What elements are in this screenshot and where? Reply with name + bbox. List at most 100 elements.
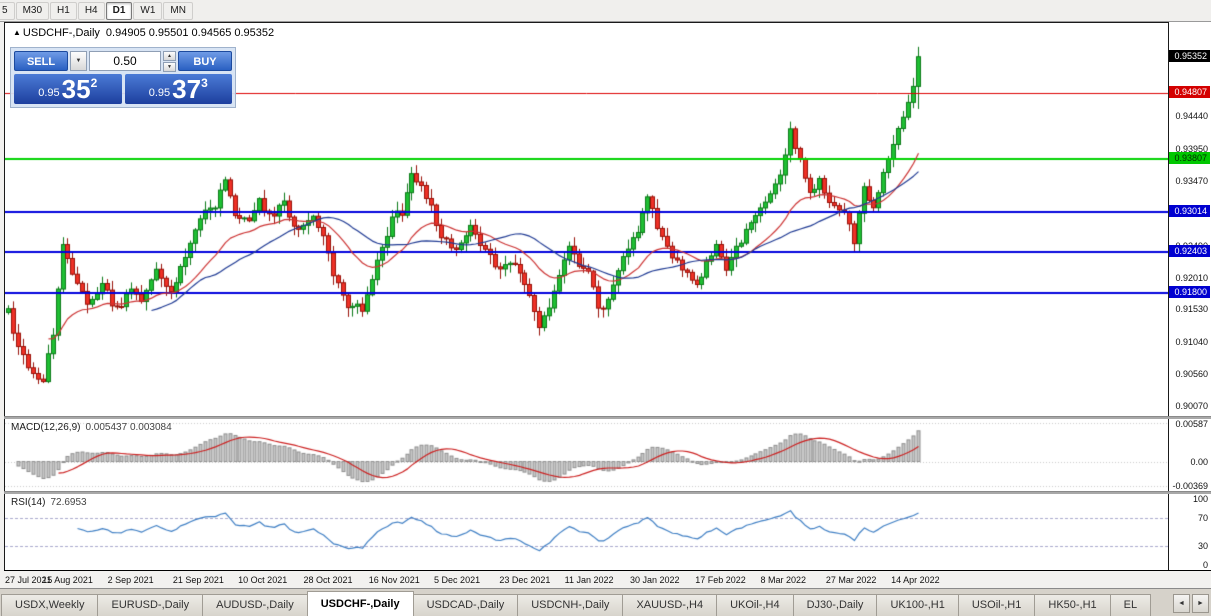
price-badge: 0.95352 (1169, 49, 1210, 62)
rsi-canvas[interactable] (5, 494, 1168, 570)
macd-axis-label: -0.00369 (1172, 480, 1208, 491)
chart-title: ▲ USDCHF-,Daily 0.94905 0.95501 0.94565 0.… (13, 27, 274, 39)
chart-tab-eurusddaily[interactable]: EURUSD-,Daily (97, 594, 204, 616)
pane-splitter-macd[interactable] (4, 416, 1211, 419)
price-badge: 0.93014 (1169, 204, 1210, 217)
price-tick: 0.93950 (1175, 143, 1208, 154)
chart-tab-ukoilh4[interactable]: UKOil-,H4 (716, 594, 794, 616)
rsi-axis[interactable]: 100 70 30 0 (1169, 494, 1211, 570)
price-tick: 0.92010 (1175, 272, 1208, 283)
rsi-axis-label: 30 (1197, 540, 1208, 551)
lot-size-input[interactable] (89, 51, 161, 71)
rsi-axis-label: 70 (1197, 513, 1208, 524)
chart-tab-el[interactable]: EL (1109, 594, 1152, 616)
main-pane-row: ▲ USDCHF-,Daily 0.94905 0.95501 0.94565 0.… (4, 22, 1211, 416)
date-tick-label: 15 Aug 2021 (42, 575, 93, 585)
macd-pane-row: MACD(12,26,9) 0.005437 0.003084 0.00587 0.… (4, 419, 1211, 491)
rsi-pane: RSI(14) 72.6953 (4, 494, 1169, 570)
macd-axis[interactable]: 0.00587 0.00 -0.00369 (1169, 419, 1211, 491)
price-badge: 0.92403 (1169, 245, 1210, 258)
price-badge: 0.91800 (1169, 285, 1210, 298)
macd-axis-label: 0.00 (1190, 456, 1208, 467)
timeframe-button-mn[interactable]: MN (163, 1, 193, 20)
rsi-axis-label: 0 (1202, 560, 1208, 570)
buy-price-display[interactable]: 0.95 37 3 (124, 74, 232, 104)
axis-corner (1168, 571, 1211, 588)
rsi-axis-label: 100 (1192, 494, 1208, 504)
trade-controls-row: SELL ▼ ▲ ▼ BUY (14, 51, 232, 72)
buy-price-prefix: 0.95 (148, 87, 171, 99)
buy-button[interactable]: BUY (178, 51, 232, 71)
chart-tab-hk50h1[interactable]: HK50-,H1 (1034, 594, 1111, 616)
sell-price-fraction: 2 (90, 76, 98, 90)
chart-tab-usdxweekly[interactable]: USDX,Weekly (1, 594, 99, 616)
macd-axis-label: 0.00587 (1175, 419, 1208, 429)
sell-price-pips: 35 (61, 74, 91, 104)
rsi-label: RSI(14) (11, 497, 46, 508)
chart-panes: ▲ USDCHF-,Daily 0.94905 0.95501 0.94565 0.… (4, 22, 1211, 571)
chart-tab-usoilh1[interactable]: USOil-,H1 (957, 594, 1036, 616)
price-tick: 0.91530 (1175, 304, 1208, 315)
date-tick-label: 30 Jan 2022 (629, 575, 680, 585)
chart-tab-dj30daily[interactable]: DJ30-,Daily (792, 594, 878, 616)
date-tick-label: 5 Dec 2021 (434, 575, 481, 585)
timeframe-button-h1[interactable]: H1 (50, 1, 77, 20)
sell-price-display[interactable]: 0.95 35 2 (14, 74, 122, 104)
timeframe-button-m30[interactable]: M30 (15, 1, 50, 20)
chart-tab-usdcaddaily[interactable]: USDCAD-,Daily (412, 594, 519, 616)
chart-window: ▲ USDCHF-,Daily 0.94905 0.95501 0.94565 0.… (0, 22, 1211, 588)
symbol-marker-icon: ▲ (13, 28, 21, 37)
sell-price-prefix: 0.95 (38, 87, 60, 99)
date-tick-label: 27 Jul 2021 (5, 575, 52, 585)
chart-tab-uk100h1[interactable]: UK100-,H1 (876, 594, 959, 616)
price-tick: 0.94440 (1175, 111, 1208, 122)
price-tick: 0.93470 (1175, 175, 1208, 186)
trade-quotes-row: 0.95 35 2 0.95 37 3 (14, 74, 232, 104)
main-chart-pane: ▲ USDCHF-,Daily 0.94905 0.95501 0.94565 0.… (4, 22, 1169, 416)
tabs-scroll-right-button[interactable]: ► (1192, 594, 1209, 613)
lot-decrease-button[interactable]: ▼ (163, 62, 176, 72)
chart-tab-usdchfdaily[interactable]: USDCHF-,Daily (306, 591, 414, 616)
price-tick: 0.90070 (1175, 401, 1208, 412)
date-tick-label: 21 Sep 2021 (172, 575, 224, 585)
date-tick-label: 2 Sep 2021 (107, 575, 154, 585)
timeframe-button-5[interactable]: 5 (0, 1, 15, 20)
timeframe-button-h4[interactable]: H4 (77, 1, 105, 20)
price-badge: 0.94807 (1169, 85, 1210, 98)
rsi-title: RSI(14) 72.6953 (11, 497, 87, 508)
price-tick: 0.91040 (1175, 336, 1208, 347)
pane-splitter-rsi[interactable] (4, 491, 1211, 494)
chart-symbol-label: USDCHF-,Daily (22, 27, 100, 39)
lot-increase-button[interactable]: ▲ (163, 51, 176, 61)
rsi-pane-row: RSI(14) 72.6953 100 70 30 0 (4, 494, 1211, 570)
lot-dropdown-button[interactable]: ▼ (70, 51, 87, 71)
date-tick-label: 14 Apr 2022 (891, 575, 940, 585)
macd-pane: MACD(12,26,9) 0.005437 0.003084 (4, 419, 1169, 491)
timeframe-button-d1[interactable]: D1 (105, 1, 133, 20)
date-axis[interactable]: 27 Jul 2021 15 Aug 2021 2 Sep 2021 21 Sep 2… (4, 571, 1168, 588)
rsi-value: 72.6953 (50, 497, 87, 508)
date-tick-label: 23 Dec 2021 (499, 575, 551, 585)
date-tick-label: 11 Jan 2022 (564, 575, 614, 585)
time-axis-row: 27 Jul 2021 15 Aug 2021 2 Sep 2021 21 Sep 2… (4, 571, 1211, 588)
date-tick-label: 28 Oct 2021 (303, 575, 353, 585)
chart-tab-audusddaily[interactable]: AUDUSD-,Daily (202, 594, 308, 616)
buy-price-pips: 37 (172, 74, 202, 104)
chart-tab-usdcnhdaily[interactable]: USDCNH-,Daily (517, 594, 624, 616)
main-price-axis[interactable]: 0.948200.944400.939500.934700.929800.924… (1169, 22, 1211, 416)
tabs-scroll-left-button[interactable]: ◄ (1173, 594, 1190, 613)
chart-tab-bar: USDX,Weekly EURUSD-,Daily AUDUSD-,Daily USD… (0, 588, 1211, 616)
one-click-trading-panel: SELL ▼ ▲ ▼ BUY 0.95352 (10, 47, 236, 108)
chart-tab-xauusdh4[interactable]: XAUUSD-,H4 (622, 594, 718, 616)
buy-price-fraction: 3 (201, 76, 208, 90)
timeframe-button-w1[interactable]: W1 (133, 1, 163, 20)
date-tick-label: 8 Mar 2022 (760, 575, 807, 585)
macd-title: MACD(12,26,9) 0.005437 0.003084 (11, 422, 172, 433)
macd-values: 0.005437 0.003084 (85, 422, 172, 433)
sell-button[interactable]: SELL (14, 51, 68, 71)
macd-label: MACD(12,26,9) (11, 422, 81, 433)
tab-scroll-buttons: ◄ ► (1173, 594, 1209, 613)
macd-canvas[interactable] (5, 419, 1168, 491)
date-tick-label: 16 Nov 2021 (368, 575, 420, 585)
